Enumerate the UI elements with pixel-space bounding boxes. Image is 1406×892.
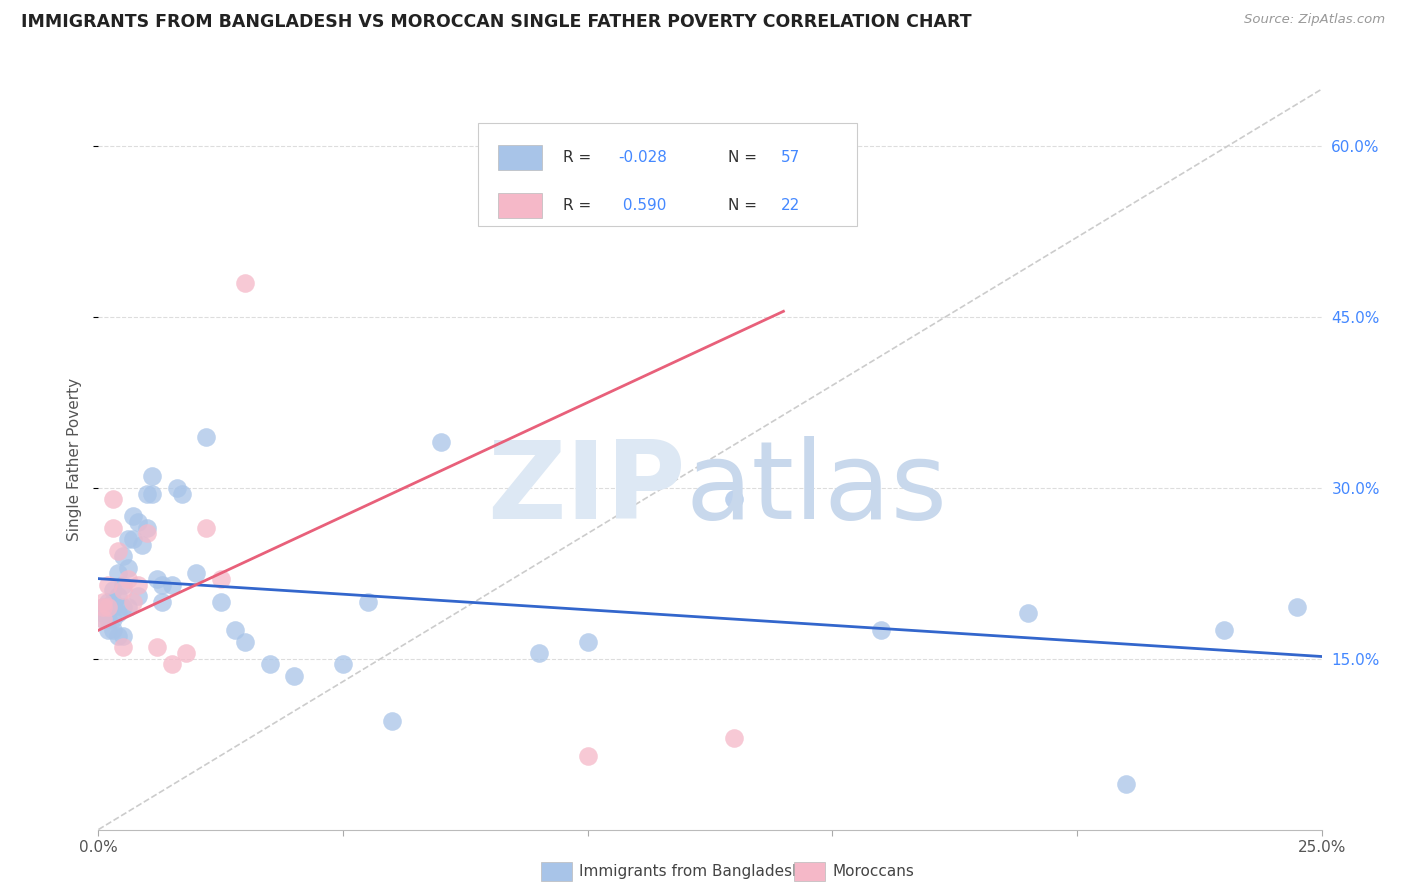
Point [101, 492, 124, 507]
Point [111, 600, 134, 615]
Point [117, 600, 139, 615]
Point [127, 515, 149, 529]
Point [117, 572, 139, 586]
Point [117, 532, 139, 546]
Point [146, 572, 169, 586]
Point [283, 669, 305, 683]
Point [111, 583, 134, 598]
Point [97, 600, 120, 615]
Point [160, 577, 183, 591]
Point [97, 577, 120, 591]
Point [146, 640, 169, 655]
Point [101, 624, 124, 638]
Y-axis label: Single Father Poverty: Single Father Poverty [67, 378, 83, 541]
Point [101, 600, 124, 615]
Point [1017, 606, 1039, 620]
Point [332, 657, 354, 672]
Point [97, 624, 120, 638]
Text: N =: N = [728, 150, 762, 164]
Text: 22: 22 [780, 198, 800, 212]
Point [150, 595, 173, 609]
Point [233, 634, 256, 648]
Point [259, 657, 281, 672]
Point [107, 543, 129, 558]
Point [111, 629, 134, 643]
Point [111, 549, 134, 564]
Point [1115, 777, 1137, 791]
Point [209, 572, 232, 586]
Point [166, 481, 188, 495]
Point [121, 509, 143, 524]
Point [91, 600, 114, 615]
Point [97, 595, 120, 609]
Point [870, 624, 893, 638]
Point [101, 612, 124, 626]
Point [107, 566, 129, 581]
Point [723, 492, 745, 507]
Point [101, 521, 124, 535]
Point [195, 429, 218, 443]
Point [576, 748, 599, 763]
Point [170, 486, 193, 500]
Text: 0.590: 0.590 [619, 198, 666, 212]
Point [141, 469, 163, 483]
Point [723, 731, 745, 746]
Point [576, 634, 599, 648]
Point [91, 595, 114, 609]
Point [101, 583, 124, 598]
Text: IMMIGRANTS FROM BANGLADESH VS MOROCCAN SINGLE FATHER POVERTY CORRELATION CHART: IMMIGRANTS FROM BANGLADESH VS MOROCCAN S… [21, 13, 972, 31]
Point [136, 486, 159, 500]
Point [97, 600, 120, 615]
Text: Source: ZipAtlas.com: Source: ZipAtlas.com [1244, 13, 1385, 27]
Point [176, 646, 198, 660]
Point [121, 532, 143, 546]
Point [381, 714, 404, 729]
Point [150, 577, 173, 591]
Point [107, 606, 129, 620]
Text: ZIP: ZIP [486, 436, 686, 542]
Point [141, 486, 163, 500]
Point [107, 589, 129, 603]
Point [195, 521, 218, 535]
Text: R =: R = [564, 198, 596, 212]
Point [107, 629, 129, 643]
Point [127, 577, 149, 591]
Point [430, 435, 453, 450]
Point [136, 526, 159, 541]
Text: N =: N = [728, 198, 762, 212]
Point [111, 640, 134, 655]
Point [91, 612, 114, 626]
Point [356, 595, 378, 609]
Point [97, 612, 120, 626]
Point [127, 589, 149, 603]
Point [121, 595, 143, 609]
FancyBboxPatch shape [478, 122, 856, 227]
Point [136, 521, 159, 535]
Point [209, 595, 232, 609]
Point [186, 566, 208, 581]
Point [117, 560, 139, 574]
Point [233, 276, 256, 290]
Point [101, 595, 124, 609]
Point [91, 606, 114, 620]
Point [1212, 624, 1234, 638]
Point [91, 600, 114, 615]
FancyBboxPatch shape [498, 194, 543, 219]
FancyBboxPatch shape [498, 145, 543, 170]
Text: -0.028: -0.028 [619, 150, 668, 164]
Point [1286, 600, 1309, 615]
Text: atlas: atlas [686, 436, 948, 542]
Text: R =: R = [564, 150, 596, 164]
Point [131, 538, 153, 552]
Text: Immigrants from Bangladesh: Immigrants from Bangladesh [579, 864, 801, 879]
Point [111, 577, 134, 591]
Text: Moroccans: Moroccans [832, 864, 914, 879]
Text: 57: 57 [780, 150, 800, 164]
Point [91, 612, 114, 626]
Point [224, 624, 246, 638]
Point [160, 657, 183, 672]
Point [527, 646, 550, 660]
